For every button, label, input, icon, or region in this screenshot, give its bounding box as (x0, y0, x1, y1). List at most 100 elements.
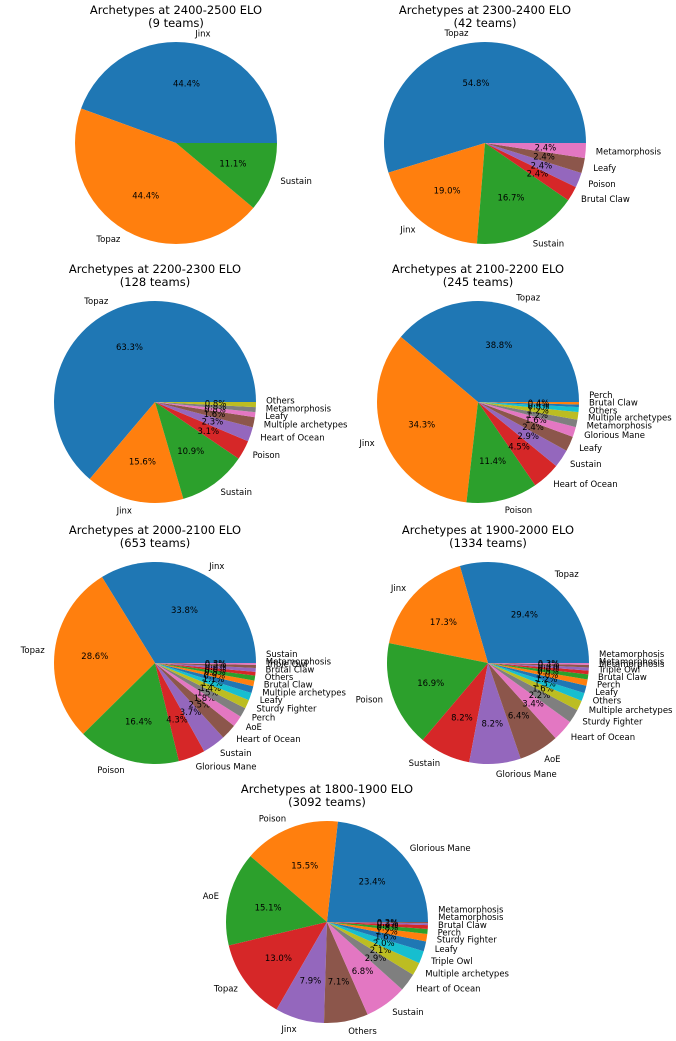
pie-slice (155, 402, 239, 499)
slice-category-label: Multiple archetypes (425, 970, 509, 980)
slice-percent-label: 0.5% (538, 663, 560, 673)
slice-category-label: Sturdy Fighter (582, 718, 643, 728)
slice-percent-label: 19.0% (434, 186, 461, 196)
slice-percent-label: 1.2% (527, 406, 549, 416)
slice-category-label: Sustain (409, 759, 441, 769)
pie-slice (155, 663, 256, 676)
slice-category-label: Triple Owl (430, 957, 473, 967)
slice-percent-label: 4.3% (166, 715, 188, 725)
chart-title: Archetypes at 2000-2100 ELO (69, 523, 241, 537)
pie-slice (155, 663, 235, 738)
slice-category-label: Perch (597, 681, 620, 691)
pie-slice (478, 402, 580, 405)
slice-category-label: Metamorphosis (599, 658, 665, 668)
pie-slice (485, 143, 585, 173)
slice-category-label: Multiple archetypes (264, 420, 348, 430)
pie-slice (155, 663, 255, 687)
slice-category-label: Jinx (280, 1025, 296, 1035)
pie-chart-5: Archetypes at 2000-2100 ELO(653 teams) 33… (20, 523, 347, 776)
pie-slice (155, 663, 246, 717)
pie-slice (488, 663, 589, 680)
pie-slice (327, 922, 427, 952)
slice-category-label: Jinx (399, 226, 415, 236)
pie-slice (400, 300, 579, 402)
pie-slice (488, 663, 589, 665)
slice-percent-label: 2.9% (365, 954, 387, 964)
pie-slice (478, 402, 578, 428)
slice-percent-label: 11.1% (219, 160, 246, 170)
slice-percent-label: 1.2% (376, 927, 398, 937)
pie-slice (155, 402, 256, 408)
chart-subtitle: (9 teams) (148, 16, 204, 30)
slice-category-label: Perch (252, 713, 275, 723)
slice-percent-label: 2.0% (373, 939, 395, 949)
pie-slice (327, 922, 414, 990)
chart-subtitle: (245 teams) (443, 275, 513, 289)
slice-percent-label: 29.4% (511, 611, 538, 621)
slice-percent-label: 13.0% (265, 954, 292, 964)
slice-percent-label: 15.6% (129, 457, 156, 467)
slice-category-label: Perch (589, 391, 612, 401)
slice-percent-label: 1.2% (526, 411, 548, 421)
slice-category-label: Brutal Claw (438, 921, 487, 931)
slice-percent-label: 0.8% (528, 403, 550, 413)
pie-slice (485, 143, 586, 159)
pie-slice (155, 402, 256, 413)
slice-category-label: Jinx (194, 30, 210, 40)
slice-category-label: AoE (544, 755, 560, 765)
slice-category-label: Sustain (221, 488, 253, 498)
slice-category-label: Topaz (443, 29, 469, 39)
slice-percent-label: 2.2% (529, 691, 551, 701)
slice-category-label: Triple Owl (265, 660, 308, 670)
pie-slice (155, 402, 256, 418)
slice-percent-label: 15.1% (255, 904, 282, 914)
slice-category-label: Jinx (358, 439, 374, 449)
slice-percent-label: 6.4% (508, 711, 530, 721)
pie-slice (388, 565, 488, 663)
slice-percent-label: 1.6% (525, 416, 547, 426)
slice-category-label: Jinx (116, 507, 132, 517)
slice-category-label: Sustain (220, 749, 252, 759)
slice-category-label: Poison (588, 180, 615, 190)
slice-category-label: AoE (246, 723, 262, 733)
pie-slice (478, 402, 579, 413)
pie-slice (478, 402, 567, 466)
slice-percent-label: 10.9% (177, 447, 204, 457)
slice-category-label: Leafy (260, 696, 283, 706)
pie-slice (155, 663, 256, 672)
slice-percent-label: 16.9% (417, 679, 444, 689)
slice-category-label: Glorious Mane (196, 762, 257, 772)
slice-category-label: Poison (505, 506, 532, 516)
slice-percent-label: 1.5% (197, 689, 219, 699)
pie-chart-3: Archetypes at 2200-2300 ELO(128 teams) 63… (53, 262, 348, 517)
slice-percent-label: 0.6% (537, 665, 559, 675)
pie-slice (155, 402, 253, 442)
pie-slice (376, 336, 478, 503)
pie-slice (459, 561, 589, 663)
slice-percent-label: 0.8% (205, 403, 227, 413)
slice-percent-label: 63.3% (116, 343, 143, 353)
slice-category-label: Others (348, 1027, 377, 1037)
slice-percent-label: 8.2% (481, 719, 503, 729)
slice-category-label: Others (266, 397, 295, 407)
slice-percent-label: 1.6% (375, 933, 397, 943)
slice-category-label: Brutal Claw (264, 681, 313, 691)
pie-slice (466, 402, 536, 504)
slice-category-label: Sustain (570, 460, 602, 470)
slice-percent-label: 0.3% (205, 660, 227, 670)
slice-percent-label: 1.6% (204, 410, 226, 420)
slice-category-label: Topaz (95, 235, 121, 245)
slice-category-label: Metamorphosis (438, 913, 504, 923)
slice-category-label: Topaz (213, 984, 239, 994)
pie-slice (155, 402, 249, 459)
slice-percent-label: 0.2% (377, 918, 399, 928)
slice-category-label: Glorious Mane (584, 431, 645, 441)
slice-category-label: Leafy (595, 688, 618, 698)
pie-slice (83, 663, 179, 764)
pie-chart-2: Archetypes at 2300-2400 ELO(42 teams) 54.… (384, 3, 662, 249)
slice-percent-label: 2.4% (522, 423, 544, 433)
slice-category-label: Glorious Mane (496, 770, 557, 780)
pie-slice (81, 42, 277, 143)
pie-slice (327, 922, 420, 975)
pie-slice (488, 663, 589, 671)
